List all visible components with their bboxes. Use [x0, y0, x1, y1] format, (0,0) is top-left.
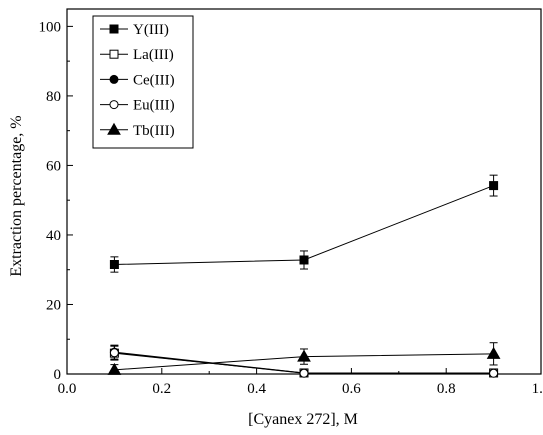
y-tick-label: 0 [54, 367, 62, 383]
x-tick-label: 0.8 [437, 381, 456, 397]
data-point [489, 368, 499, 378]
series-group [107, 174, 501, 378]
legend-marker [109, 24, 119, 34]
data-point [107, 362, 122, 375]
legend-label: Ce(III) [133, 72, 175, 88]
legend-marker [107, 122, 121, 135]
data-point [299, 255, 309, 265]
series-3 [109, 345, 499, 378]
legend: Y(III) La(III) Ce(III) Eu(III) Tb(III) [92, 15, 194, 149]
y-tick-label: 40 [46, 228, 61, 244]
data-point [299, 368, 309, 378]
data-point [109, 260, 119, 269]
x-tick-label: 0.4 [247, 381, 266, 397]
tick-labels: 0.0 0.2 0.4 0.6 0.8 1.0 0 20 40 60 80 100 [39, 19, 543, 397]
legend-label: Y(III) [133, 22, 169, 38]
legend-marker [109, 49, 119, 59]
legend-marker [109, 74, 119, 84]
y-tick-label: 60 [46, 158, 61, 174]
x-tick-label: 0.0 [58, 381, 77, 397]
legend-label: La(III) [133, 47, 174, 63]
x-tick-label: 0.6 [342, 381, 361, 397]
legend-label: Tb(III) [133, 123, 175, 139]
legend-marker [109, 100, 119, 110]
x-axis-label: [Cyanex 272], M [248, 411, 358, 428]
data-point [297, 349, 311, 362]
y-tick-label: 100 [39, 19, 62, 35]
data-point [489, 181, 499, 191]
series-4 [107, 342, 501, 375]
y-axis-label: Extraction percentage, % [8, 115, 25, 276]
legend-box [92, 15, 194, 149]
x-tick-label: 0.2 [152, 381, 171, 397]
data-point [486, 346, 501, 359]
data-point [109, 348, 119, 358]
x-tick-label: 1.0 [532, 381, 543, 397]
y-tick-label: 20 [46, 297, 61, 313]
series-0 [109, 174, 499, 273]
legend-label: Eu(III) [133, 98, 175, 114]
y-tick-label: 80 [46, 89, 61, 105]
